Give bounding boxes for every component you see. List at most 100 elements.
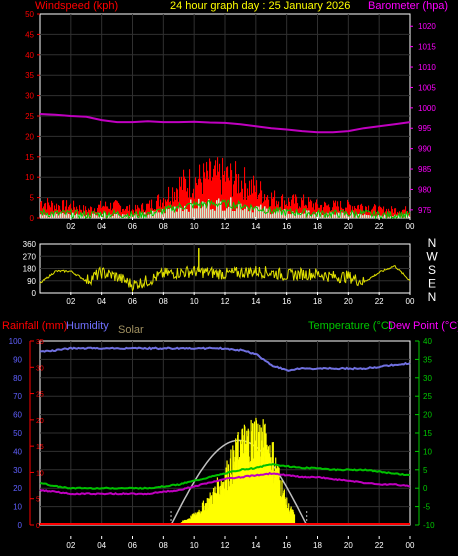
- wind-lull-bar: [180, 207, 182, 218]
- wind-gust-bar: [63, 200, 65, 218]
- climate-panel-xtick-label: 02: [66, 541, 75, 550]
- direction-panel-xtick-label: 22: [375, 297, 384, 306]
- wind-gust-bar: [205, 178, 207, 218]
- wind-gust-bar: [335, 200, 337, 218]
- wind-lull-bar: [216, 200, 218, 218]
- wind-gust-bar: [234, 180, 236, 218]
- baro-ytick-label: 1010: [418, 63, 436, 72]
- wind-gust-bar: [100, 200, 102, 218]
- wind-gust-bar: [159, 206, 161, 218]
- rainfall-ytick-label: 25: [36, 392, 44, 399]
- wind-gust-bar: [294, 203, 296, 218]
- wind-lull-bar: [338, 212, 340, 218]
- wind-gust-bar: [143, 209, 145, 218]
- wind-gust-bar: [291, 199, 293, 218]
- climate-panel-xtick-label: 08: [159, 541, 168, 550]
- wind-lull-bar: [254, 207, 256, 218]
- wind-gust-bar: [358, 204, 360, 218]
- humidity-ytick-label: 100: [9, 337, 23, 346]
- wind-lull-bar: [314, 214, 316, 218]
- climate-panel-xtick-label: 10: [190, 541, 199, 550]
- wind-gust-bar: [300, 207, 302, 218]
- wind-gust-bar: [62, 200, 64, 218]
- humidity-ytick-label: 60: [13, 411, 22, 420]
- wind-gust-bar: [372, 208, 374, 218]
- wind-gust-bar: [52, 202, 54, 218]
- wind-gust-bar: [210, 161, 212, 218]
- rainfall-ytick-label: 30: [36, 365, 44, 372]
- climate-panel-xtick-label: 22: [375, 541, 384, 550]
- wind-lull-bar: [360, 214, 362, 218]
- wind-lull-bar: [64, 214, 66, 218]
- wind-gust-bar: [191, 197, 193, 218]
- wind-gust-bar: [105, 201, 107, 218]
- wind-lull-bar: [228, 206, 230, 218]
- wind-lull-bar: [196, 208, 198, 218]
- wind-ytick-label: 40: [25, 51, 34, 60]
- wind-lull-bar: [234, 210, 236, 218]
- temperature-ytick-label: 30: [423, 374, 432, 383]
- wind-gust-bar: [343, 208, 345, 218]
- wind-gust-bar: [142, 203, 144, 218]
- wind-gust-bar: [230, 163, 232, 218]
- wind-lull-bar: [186, 209, 188, 218]
- wind-gust-bar: [125, 208, 127, 218]
- wind-lull-bar: [152, 210, 154, 218]
- wind-lull-bar: [268, 208, 270, 218]
- direction-panel-xtick-label: 18: [313, 297, 322, 306]
- wind-gust-bar: [151, 199, 153, 218]
- wind-gust-bar: [402, 209, 404, 218]
- wind-lull-bar: [172, 209, 174, 218]
- wind-gust-bar: [375, 205, 377, 218]
- wind-gust-bar: [231, 170, 233, 218]
- wind-lull-bar: [92, 213, 94, 218]
- wind-gust-bar: [132, 208, 134, 218]
- wind-gust-bar: [141, 204, 143, 218]
- wind-gust-bar: [349, 204, 351, 218]
- wind-gust-bar: [367, 212, 369, 218]
- humidity-line: [39, 346, 411, 372]
- wind-gust-bar: [213, 168, 215, 218]
- wind-lull-bar: [198, 198, 200, 218]
- wind-lull-bar: [54, 212, 56, 218]
- wind-gust-bar: [304, 205, 306, 218]
- wind-lull-bar: [60, 212, 62, 218]
- wind-lull-bar: [80, 214, 82, 218]
- wind-lull-bar: [342, 212, 344, 218]
- wind-lull-bar: [94, 213, 96, 218]
- wind-lull-bar: [178, 207, 180, 218]
- rainfall-axis-label: Rainfall (mm): [2, 320, 67, 332]
- temperature-ytick-label: 35: [423, 355, 432, 364]
- wind-gust-bar: [395, 208, 397, 218]
- wind-panel-xtick-label: 02: [66, 222, 75, 231]
- wind-lull-bar: [262, 210, 264, 218]
- wind-gust-bar: [272, 198, 274, 218]
- wind-gust-bar: [350, 205, 352, 218]
- wind-gust-bar: [243, 199, 245, 218]
- wind-gust-bar: [114, 201, 116, 218]
- wind-gust-bar: [207, 170, 209, 218]
- wind-gust-bar: [58, 205, 60, 218]
- wind-gust-bar: [129, 204, 131, 218]
- wind-gust-bar: [212, 177, 214, 218]
- rainfall-ytick-label: 5: [36, 497, 40, 504]
- wind-gust-bar: [155, 209, 157, 218]
- wind-gust-bar: [326, 205, 328, 218]
- wind-gust-bar: [236, 174, 238, 218]
- wind-gust-bar: [76, 206, 78, 218]
- wind-lull-bar: [154, 211, 156, 218]
- wind-gust-bar: [104, 206, 106, 218]
- wind-ytick-label: 5: [30, 194, 35, 203]
- wind-gust-bar: [261, 190, 263, 218]
- wind-panel-xtick-label: 06: [128, 222, 137, 231]
- wind-gust-bar: [180, 186, 182, 218]
- wind-gust-bar: [239, 193, 241, 218]
- wind-gust-bar: [135, 204, 137, 218]
- wind-gust-bar: [409, 212, 411, 218]
- wind-ytick-label: 20: [25, 132, 34, 141]
- wind-gust-bar: [258, 194, 260, 218]
- wind-gust-bar: [126, 206, 128, 218]
- compass-label: E: [428, 277, 436, 291]
- wind-gust-bar: [387, 213, 389, 218]
- wind-gust-bar: [216, 175, 218, 218]
